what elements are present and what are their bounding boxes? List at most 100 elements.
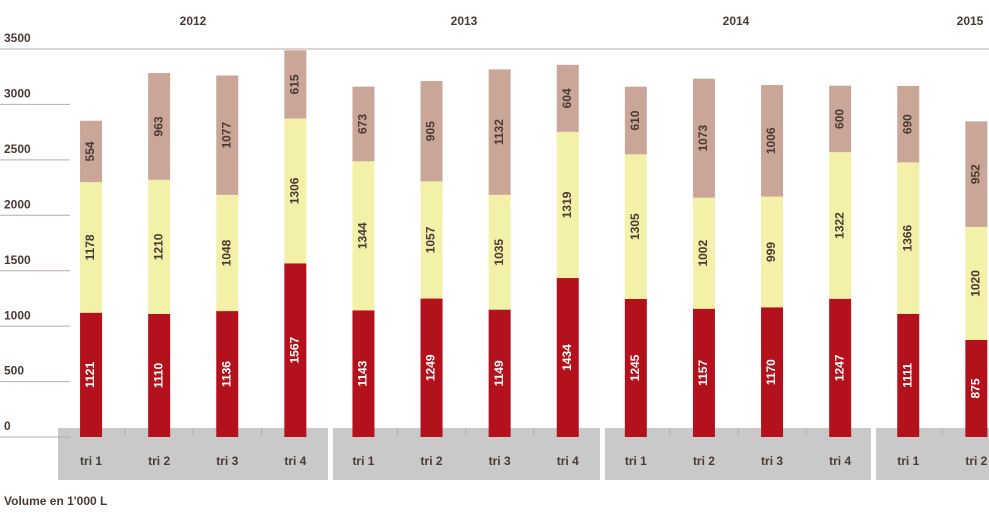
value-label: 1157 (696, 360, 710, 386)
bar-segment (352, 161, 375, 311)
x-tick-label: tri 1 (352, 454, 374, 468)
bar-segment (148, 313, 171, 437)
x-tick-label: tri 3 (761, 454, 783, 468)
bar-segment (556, 278, 579, 437)
y-tick-label: 1000 (4, 308, 31, 322)
value-label: 1020 (969, 270, 983, 297)
x-tick-label: tri 3 (216, 454, 238, 468)
value-label: 1178 (83, 234, 97, 260)
group-label: 2013 (451, 14, 478, 28)
y-tick-label: 3000 (4, 87, 31, 101)
value-label: 1249 (424, 354, 438, 381)
value-label: 1322 (832, 212, 846, 239)
value-label: 1245 (628, 354, 642, 381)
bar-segment (692, 197, 715, 309)
value-label: 1110 (151, 362, 165, 388)
value-label: 1170 (764, 359, 778, 385)
value-label: 1077 (219, 122, 233, 149)
value-label: 1057 (424, 226, 438, 253)
bar-segment (284, 263, 307, 437)
bar-segment (216, 75, 239, 195)
bar-segment (420, 181, 443, 299)
bar-segment (488, 69, 511, 195)
bar-segment (829, 85, 852, 153)
value-label: 1121 (83, 362, 97, 388)
bar-segment (216, 194, 239, 312)
x-tick-label: tri 2 (421, 454, 443, 468)
value-label: 1132 (492, 119, 506, 145)
bar-segment (624, 298, 647, 437)
bar-segment (80, 312, 103, 437)
value-label: 1006 (764, 127, 778, 154)
x-tick-label: tri 4 (829, 454, 851, 468)
bar-segment (80, 120, 103, 183)
value-label: 690 (900, 114, 914, 134)
bar-segment (556, 64, 579, 132)
value-label: 875 (969, 378, 983, 398)
value-label: 1210 (151, 233, 165, 260)
bar-segment (761, 85, 784, 197)
x-tick-label: tri 2 (693, 454, 715, 468)
bar-segment (284, 118, 307, 264)
group-label: 2014 (723, 14, 750, 28)
y-tick-label: 2500 (4, 142, 31, 156)
value-label: 1073 (696, 125, 710, 152)
value-label: 604 (560, 88, 574, 108)
bar-segment (148, 179, 171, 314)
band (605, 428, 871, 480)
y-tick-label: 2000 (4, 197, 31, 211)
value-label: 1136 (219, 361, 233, 387)
value-label: 999 (764, 242, 778, 262)
bar-segment (965, 340, 988, 437)
bar-segment (761, 196, 784, 308)
bar-segment (148, 73, 171, 180)
bar-segment (624, 154, 647, 299)
value-label: 1048 (219, 239, 233, 266)
x-tick-label: tri 2 (965, 454, 987, 468)
bar-segment (829, 152, 852, 299)
band (333, 428, 600, 480)
bar-segment (556, 131, 579, 279)
value-label: 1319 (560, 191, 574, 218)
value-label: 905 (424, 121, 438, 141)
value-label: 673 (356, 114, 370, 134)
value-label: 610 (628, 110, 642, 130)
x-tick-label: tri 4 (284, 454, 306, 468)
value-label: 1434 (560, 344, 574, 371)
bar-segment (624, 86, 647, 155)
bar-segment (692, 78, 715, 198)
x-tick-label: tri 1 (625, 454, 647, 468)
x-tick-label: tri 3 (489, 454, 511, 468)
bar-segment (420, 298, 443, 437)
bar-segment (965, 226, 988, 340)
x-tick-label: tri 1 (897, 454, 919, 468)
bar-segment (216, 311, 239, 437)
bar-segment (352, 86, 375, 162)
bar-segment (692, 308, 715, 437)
bar-segment (761, 307, 784, 437)
value-label: 1366 (900, 224, 914, 251)
value-label: 952 (969, 164, 983, 184)
value-label: 1247 (832, 354, 846, 381)
x-tick-label: tri 1 (80, 454, 102, 468)
value-label: 1143 (356, 360, 370, 386)
value-label: 1111 (900, 363, 914, 388)
bar-segment (897, 85, 920, 163)
band (58, 428, 328, 480)
group-label: 2012 (180, 14, 207, 28)
value-label: 554 (83, 141, 97, 161)
y-tick-label: 500 (4, 364, 24, 378)
bar-segment (897, 313, 920, 437)
group-label: 2015 (957, 14, 984, 28)
value-label: 1035 (492, 239, 506, 266)
value-label: 1306 (288, 177, 302, 204)
value-label: 1002 (696, 240, 710, 267)
bar-segment (965, 121, 988, 227)
value-label: 615 (288, 74, 302, 94)
value-label: 600 (832, 109, 846, 129)
y-axis-label: Volume en 1'000 L (4, 494, 107, 508)
value-label: 1344 (356, 222, 370, 249)
bar-segment (284, 50, 307, 119)
bar-segment (829, 298, 852, 437)
